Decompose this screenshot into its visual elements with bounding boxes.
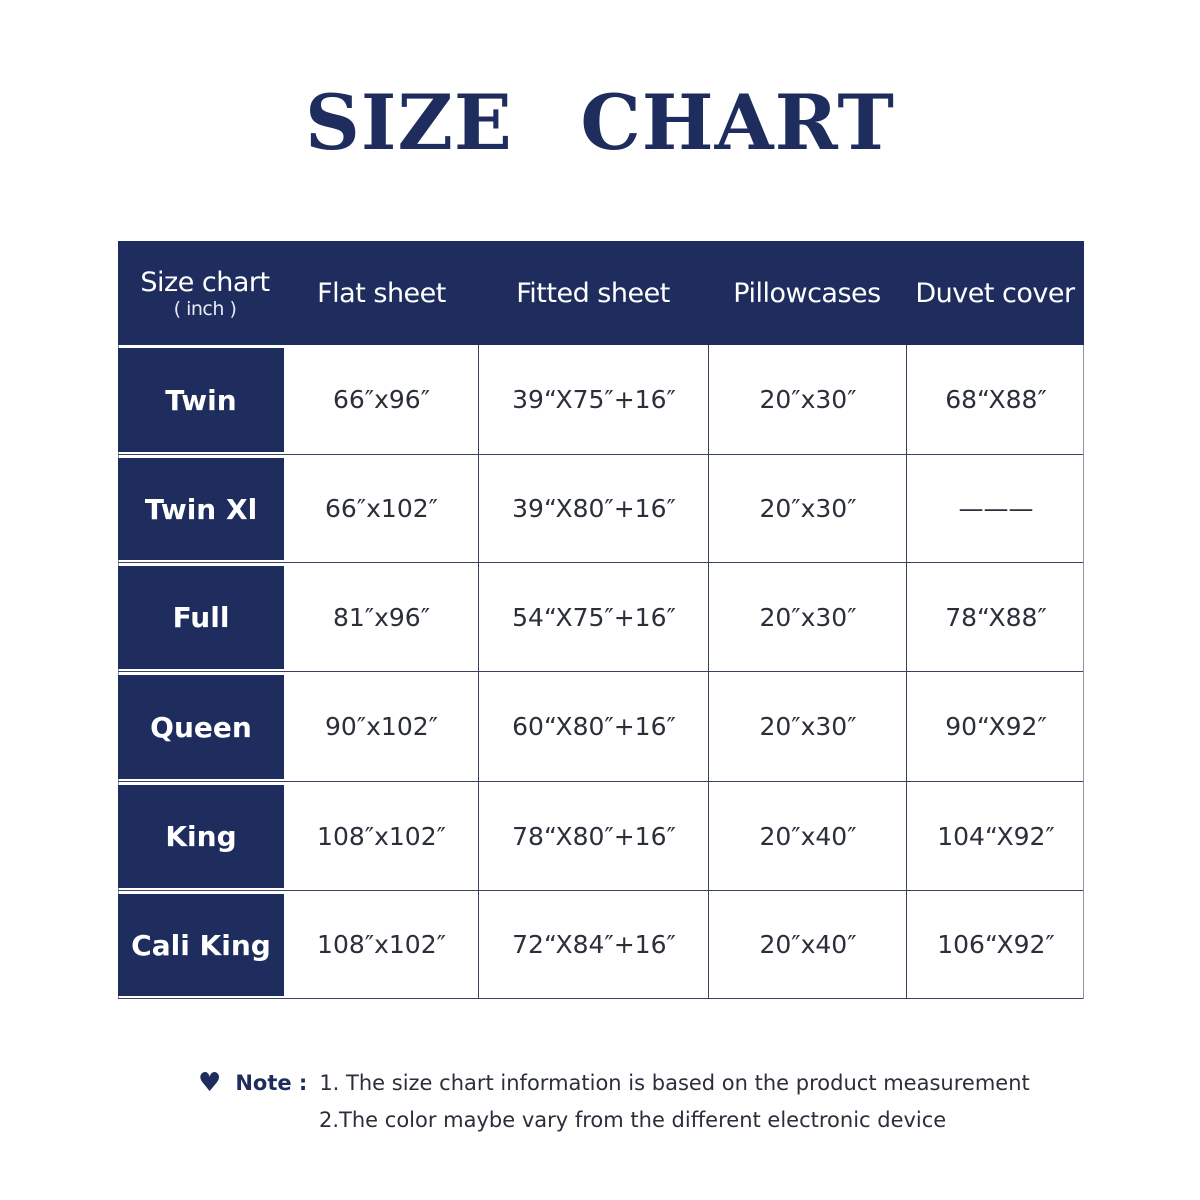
size-label: Twin Xl — [118, 458, 284, 560]
table-cell: 108″x102″ — [317, 930, 446, 959]
size-label: King — [118, 785, 284, 888]
header-pillowcases: Pillowcases — [733, 277, 881, 309]
header-fitted-sheet: Fitted sheet — [516, 277, 670, 309]
header-unit: ( inch ) — [173, 297, 237, 320]
table-row: Full 81″x96″ 54“X75″+16″ 20″x30″ 78“X88″ — [118, 563, 1084, 672]
table-cell: 20″x30″ — [708, 455, 907, 562]
note: ♥ Note : 1. The size chart information i… — [198, 1068, 1030, 1132]
size-table: Size chart ( inch ) Flat sheet Fitted sh… — [118, 241, 1084, 999]
table-cell: 54“X75″+16″ — [478, 563, 709, 671]
header-flat-sheet: Flat sheet — [317, 277, 446, 309]
table-cell: 20″x30″ — [708, 672, 907, 781]
table-header: Size chart ( inch ) Flat sheet Fitted sh… — [118, 241, 1084, 345]
table-cell: 72“X84″+16″ — [478, 891, 709, 998]
size-label: Full — [118, 566, 284, 669]
table-cell: 90“X92″ — [906, 672, 1085, 781]
table-cell: 104“X92″ — [906, 782, 1085, 890]
table-cell: 78“X88″ — [906, 563, 1085, 671]
note-line-2: 2.The color maybe vary from the differen… — [319, 1108, 947, 1132]
table-row: Twin Xl 66″x102″ 39“X80″+16″ 20″x30″ ——— — [118, 455, 1084, 563]
table-right-border — [1083, 345, 1084, 999]
heart-icon: ♥ — [198, 1068, 222, 1098]
size-label: Queen — [118, 675, 284, 779]
header-size-chart: Size chart ( inch ) — [118, 241, 292, 345]
table-cell: 66″x102″ — [324, 494, 438, 523]
table-cell: 20″x40″ — [708, 782, 907, 890]
page-title: SIZE CHART — [305, 78, 895, 167]
table-cell: 108″x102″ — [317, 821, 446, 851]
table-cell: 20″x40″ — [708, 891, 907, 998]
table-cell: 66″x96″ — [332, 385, 431, 414]
size-label: Cali King — [118, 894, 284, 996]
table-cell: ——— — [906, 455, 1085, 562]
table-cell: 106“X92″ — [906, 891, 1085, 998]
header-duvet-cover: Duvet cover — [915, 277, 1075, 309]
table-row: Cali King 108″x102″ 72“X84″+16″ 20″x40″ 106“… — [118, 891, 1084, 999]
size-label: Twin — [118, 348, 284, 452]
table-row: King 108″x102″ 78“X80″+16″ 20″x40″ 104“X92″ — [118, 782, 1084, 891]
note-line-1: 1. The size chart information is based o… — [319, 1071, 1030, 1095]
table-left-border — [118, 345, 119, 999]
table-cell: 20″x30″ — [708, 563, 907, 671]
table-cell: 39“X80″+16″ — [478, 455, 709, 562]
header-label: Size chart — [140, 266, 270, 298]
table-cell: 81″x96″ — [332, 602, 431, 632]
table-cell: 90″x102″ — [324, 712, 438, 741]
table-cell: 60“X80″+16″ — [478, 672, 709, 781]
table-cell: 68“X88″ — [906, 345, 1085, 454]
table-cell: 78“X80″+16″ — [478, 782, 709, 890]
table-row: Twin 66″x96″ 39“X75″+16″ 20″x30″ 68“X88″ — [118, 345, 1084, 455]
table-row: Queen 90″x102″ 60“X80″+16″ 20″x30″ 90“X92″ — [118, 672, 1084, 782]
table-cell: 20″x30″ — [708, 345, 907, 454]
note-label: Note : — [235, 1071, 308, 1095]
table-cell: 39“X75″+16″ — [478, 345, 709, 454]
